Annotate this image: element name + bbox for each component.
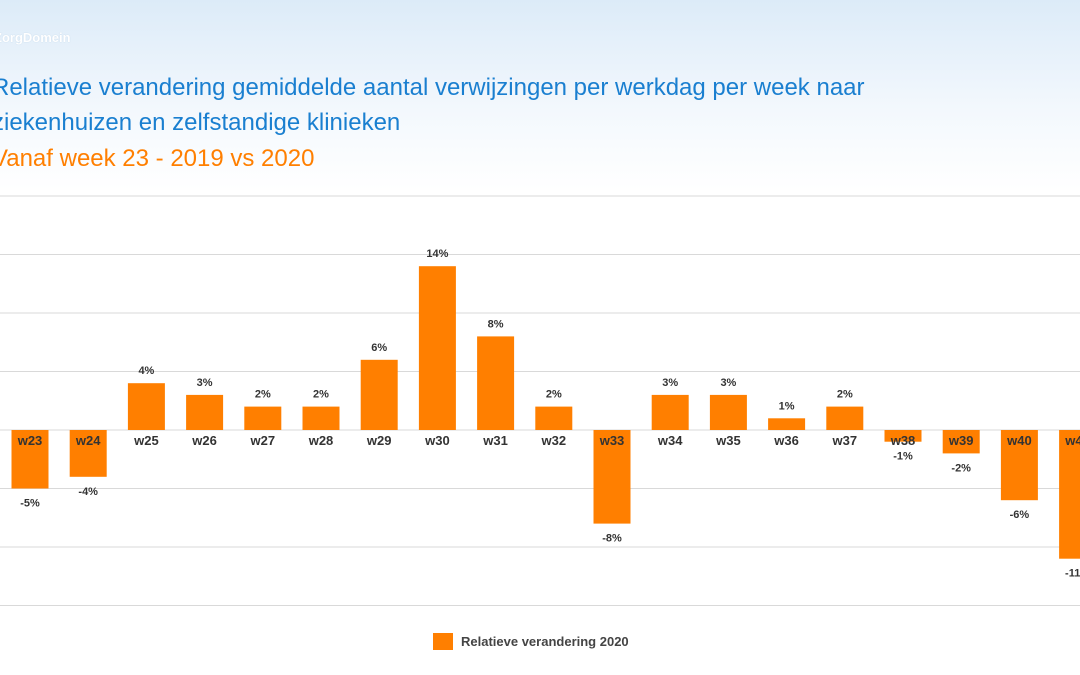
bar-w32 xyxy=(535,406,573,430)
chart-legend: Relatieve verandering 2020 xyxy=(433,633,629,650)
data-label: -11% xyxy=(1065,568,1080,580)
x-tick-label: w34 xyxy=(657,433,683,448)
data-label: -1% xyxy=(893,451,913,463)
x-tick-label: w37 xyxy=(832,433,858,448)
labels: w23 -5% w24 -4% w25 4% w26 3% w27 2% w28 2% w29 6% w30… xyxy=(17,248,1080,580)
data-label: 2% xyxy=(837,389,853,401)
data-label: 4% xyxy=(138,365,154,377)
data-label: 3% xyxy=(197,377,213,389)
x-tick-label: w33 xyxy=(599,433,625,448)
data-label: -5% xyxy=(20,498,40,510)
x-tick-label: w24 xyxy=(75,433,101,448)
data-label: 6% xyxy=(371,342,387,354)
chart-title-line-2: ziekenhuizen en zelfstandige klinieken xyxy=(0,109,401,136)
chart-subtitle: Vanaf week 23 - 2019 vs 2020 xyxy=(0,145,315,172)
x-tick-label: w29 xyxy=(366,433,392,448)
bar-w23 xyxy=(11,430,49,489)
x-tick-label: w25 xyxy=(133,433,159,448)
data-label: 14% xyxy=(426,248,448,260)
x-tick-label: w39 xyxy=(948,433,974,448)
legend-swatch xyxy=(433,633,453,650)
bar-w35 xyxy=(709,394,747,430)
bar-w27 xyxy=(244,406,282,430)
bar-w26 xyxy=(186,394,224,430)
data-label: 3% xyxy=(720,377,736,389)
data-label: -4% xyxy=(78,486,98,498)
bar-w39 xyxy=(942,430,980,454)
data-label: 1% xyxy=(779,400,795,412)
data-label: -8% xyxy=(602,533,622,545)
bars xyxy=(11,266,1080,559)
data-label: 2% xyxy=(313,389,329,401)
bar-w31 xyxy=(477,336,515,430)
bar-w41 xyxy=(1059,430,1080,559)
x-tick-label: w32 xyxy=(541,433,567,448)
x-tick-label: w35 xyxy=(715,433,741,448)
bar-w33 xyxy=(593,430,631,524)
chart-title-line-1: Relatieve verandering gemiddelde aantal … xyxy=(0,74,865,101)
bar-w29 xyxy=(360,359,398,430)
bar-w24 xyxy=(69,430,107,477)
x-tick-label: w27 xyxy=(250,433,276,448)
bar-w38 xyxy=(884,430,922,442)
data-label: -6% xyxy=(1010,509,1030,521)
bar-w30 xyxy=(418,266,456,430)
x-tick-label: w26 xyxy=(191,433,217,448)
data-label: 3% xyxy=(662,377,678,389)
x-tick-label: w38 xyxy=(890,433,916,448)
bar-w36 xyxy=(768,418,806,430)
x-tick-label: w31 xyxy=(482,433,508,448)
bar-w28 xyxy=(302,406,340,430)
data-label: 2% xyxy=(255,389,271,401)
data-label: 2% xyxy=(546,389,562,401)
bar-w40 xyxy=(1000,430,1038,501)
legend-label: Relatieve verandering 2020 xyxy=(461,634,629,649)
bar-w37 xyxy=(826,406,864,430)
x-tick-label: w36 xyxy=(773,433,799,448)
x-tick-label: w28 xyxy=(308,433,334,448)
gridlines xyxy=(0,195,1080,606)
brand-logo: ZorgDomein xyxy=(0,30,71,45)
chart-title: Relatieve verandering gemiddelde aantal … xyxy=(0,70,865,140)
x-tick-label: w23 xyxy=(17,433,43,448)
x-tick-label: w41 xyxy=(1064,433,1080,448)
x-tick-label: w40 xyxy=(1006,433,1032,448)
bar-w34 xyxy=(651,394,689,430)
bar-w25 xyxy=(127,383,165,430)
data-label: -2% xyxy=(951,462,971,474)
data-label: 8% xyxy=(488,318,504,330)
x-tick-label: w30 xyxy=(424,433,450,448)
